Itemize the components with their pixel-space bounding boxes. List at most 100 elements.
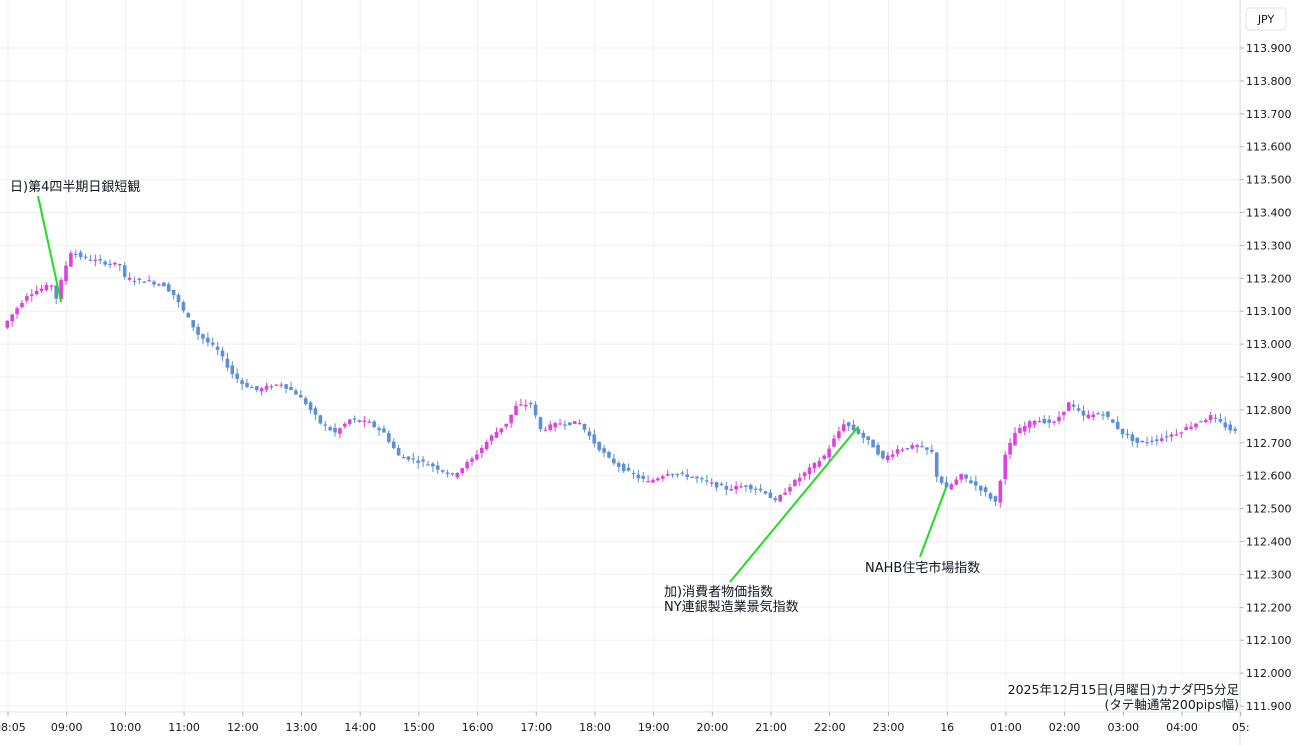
candle-body bbox=[391, 441, 396, 449]
candle-body bbox=[20, 303, 24, 308]
candle-body bbox=[284, 384, 288, 389]
candle-body bbox=[817, 460, 822, 467]
candle-body bbox=[54, 285, 59, 299]
candle-body bbox=[181, 302, 186, 311]
candle-body bbox=[719, 483, 724, 486]
candle-body bbox=[299, 394, 303, 398]
candle-body bbox=[289, 387, 293, 390]
y-tick-label: 113.100 bbox=[1246, 305, 1292, 318]
candle-body bbox=[641, 476, 646, 479]
candle-body bbox=[250, 386, 254, 389]
candle-body bbox=[1130, 434, 1135, 442]
candle-body bbox=[1233, 428, 1237, 431]
candle-body bbox=[856, 429, 861, 434]
candle-body bbox=[533, 404, 538, 416]
candle-body bbox=[509, 414, 513, 424]
candle-body bbox=[230, 365, 235, 375]
candle-body bbox=[39, 288, 44, 292]
y-tick-label: 113.400 bbox=[1246, 207, 1292, 220]
candle-body bbox=[1199, 421, 1203, 423]
candle-body bbox=[78, 252, 83, 258]
candle-body bbox=[1052, 421, 1056, 423]
x-tick-label: 09:00 bbox=[51, 721, 83, 734]
candle-body bbox=[88, 259, 93, 261]
candle-body bbox=[127, 277, 132, 280]
candle-body bbox=[1022, 426, 1027, 432]
candle-body bbox=[930, 449, 934, 452]
currency-badge[interactable] bbox=[1245, 7, 1287, 31]
candle-body bbox=[191, 320, 195, 328]
candle-body bbox=[186, 312, 191, 318]
candle-body bbox=[587, 431, 592, 436]
x-tick-label: 12:00 bbox=[227, 721, 259, 734]
x-tick-label: 23:00 bbox=[873, 721, 905, 734]
candle-body bbox=[1018, 427, 1022, 434]
candle-body bbox=[881, 450, 885, 459]
candle-body bbox=[225, 358, 230, 368]
candle-body bbox=[822, 455, 827, 459]
candle-body bbox=[69, 253, 73, 267]
candle-body bbox=[1223, 422, 1228, 428]
candle-body bbox=[753, 488, 758, 490]
candle-body bbox=[949, 484, 954, 490]
candle-body bbox=[475, 454, 479, 460]
candle-body bbox=[1096, 413, 1100, 415]
x-tick-label: 18:00 bbox=[579, 721, 611, 734]
candle-body bbox=[1179, 432, 1184, 434]
y-tick-label: 112.600 bbox=[1246, 470, 1292, 483]
candle-body bbox=[196, 326, 200, 335]
candle-body bbox=[122, 265, 127, 277]
candle-body bbox=[142, 281, 147, 283]
candle-body bbox=[245, 382, 249, 388]
candle-body bbox=[269, 386, 274, 388]
candle-body bbox=[347, 419, 352, 424]
candle-body bbox=[29, 294, 34, 297]
candle-body bbox=[1101, 414, 1105, 416]
candle-body bbox=[700, 478, 704, 480]
candle-body bbox=[59, 280, 63, 300]
candle-body bbox=[479, 448, 484, 454]
candle-body bbox=[1174, 434, 1179, 436]
candle-body bbox=[920, 446, 924, 448]
candle-body bbox=[656, 478, 660, 481]
candle-body bbox=[797, 477, 802, 482]
candle-body bbox=[1037, 421, 1042, 423]
candle-body bbox=[318, 415, 323, 424]
x-tick-label: 22:00 bbox=[814, 721, 846, 734]
candle-body bbox=[1218, 418, 1223, 422]
candle-body bbox=[812, 463, 817, 469]
candle-body bbox=[5, 320, 10, 328]
candle-body bbox=[1066, 402, 1071, 411]
candle-body bbox=[1027, 421, 1032, 428]
currency-label: JPY bbox=[1257, 13, 1275, 26]
candle-body bbox=[328, 427, 332, 431]
candle-body bbox=[793, 479, 797, 486]
candle-body bbox=[915, 445, 919, 448]
candle-body bbox=[1164, 436, 1169, 438]
y-tick-label: 113.300 bbox=[1246, 239, 1292, 252]
candle-body bbox=[1184, 427, 1188, 431]
candle-body bbox=[206, 337, 210, 343]
candle-body bbox=[910, 445, 915, 449]
time-axis: :08:05 09:00 10:00 11:00 12:00 13:00 14:00 15:0… bbox=[0, 712, 1250, 734]
candle-body bbox=[1203, 419, 1208, 423]
candle-body bbox=[108, 263, 112, 265]
candle-body bbox=[1150, 440, 1154, 442]
candle-body bbox=[636, 474, 641, 479]
candle-body bbox=[215, 346, 220, 350]
candle-body bbox=[470, 458, 474, 462]
annotation-label: 加)消費者物価指数 bbox=[664, 585, 773, 600]
candle-body bbox=[426, 464, 430, 466]
candle-body bbox=[137, 278, 142, 281]
candle-body bbox=[411, 458, 416, 460]
candle-body bbox=[176, 294, 181, 303]
candle-body bbox=[998, 480, 1003, 503]
candle-body bbox=[749, 484, 753, 490]
candle-body bbox=[362, 420, 367, 422]
candle-body bbox=[1120, 428, 1125, 435]
candle-body bbox=[1155, 439, 1159, 442]
candle-body bbox=[166, 284, 171, 292]
y-tick-label: 112.500 bbox=[1246, 503, 1292, 516]
candle-body bbox=[705, 480, 709, 482]
